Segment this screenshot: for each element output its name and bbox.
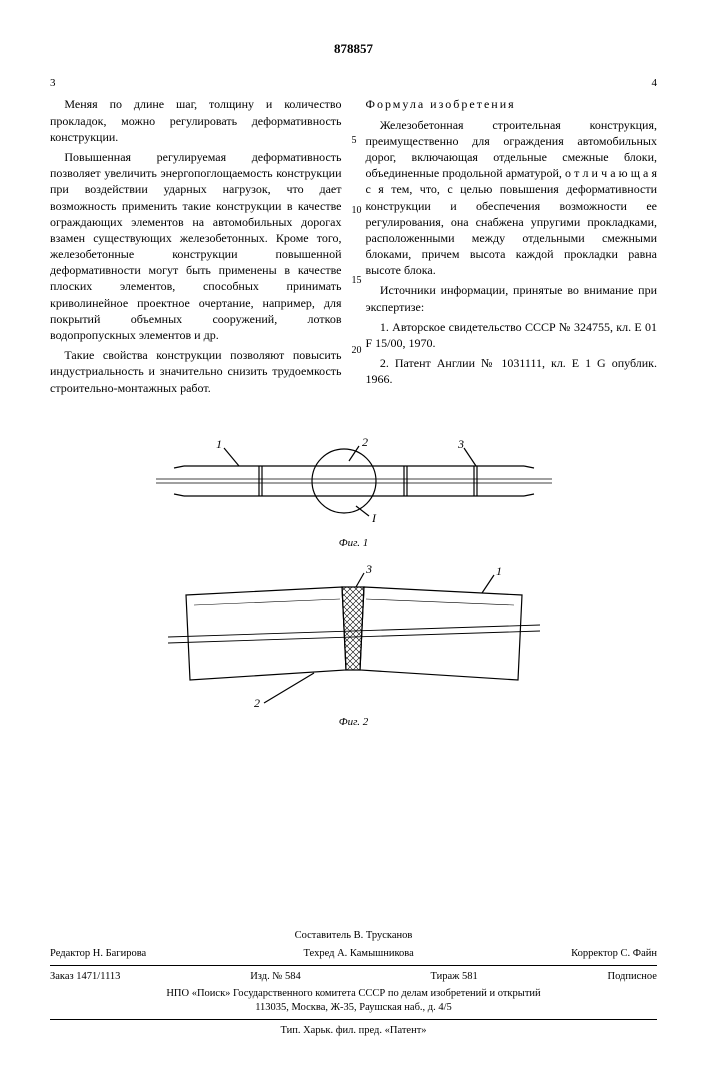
footer-addr: 113035, Москва, Ж-35, Раушская наб., д. … — [50, 1001, 657, 1015]
fig1-label-2: 2 — [362, 436, 368, 449]
line-marker: 5 — [352, 134, 357, 148]
footer-print: Тип. Харьк. фил. пред. «Патент» — [50, 1024, 657, 1038]
footer-izd: Изд. № 584 — [250, 970, 301, 984]
imprint-footer: Составитель В. Трусканов Редактор Н. Баг… — [50, 929, 657, 1038]
footer-editor: Редактор Н. Багирова — [50, 947, 146, 961]
paragraph: Такие свойства конструкции позволяют пов… — [50, 347, 342, 396]
left-column: Меняя по длине шаг, толщину и количество… — [50, 96, 342, 399]
paragraph: 2. Патент Англии № 1031111, кл. E 1 G оп… — [366, 355, 658, 387]
fig1-label-3: 3 — [457, 437, 464, 451]
line-marker: 15 — [352, 274, 362, 288]
fig1-caption: Фиг. 1 — [50, 536, 657, 551]
page-number-right: 4 — [652, 76, 658, 91]
patent-number: 878857 — [50, 40, 657, 58]
paragraph: Источники информации, принятые во вниман… — [366, 282, 658, 314]
page-number-left: 3 — [50, 76, 56, 91]
line-marker: 20 — [352, 344, 362, 358]
footer-sign: Подписное — [608, 970, 657, 984]
fig2-caption: Фиг. 2 — [50, 715, 657, 730]
footer-tech: Техред А. Камышникова — [304, 947, 414, 961]
figures-block: 1 2 3 I Фиг. 1 — [50, 436, 657, 730]
two-column-text: Меняя по длине шаг, толщину и количество… — [50, 96, 657, 399]
figure-1: 1 2 3 I — [144, 436, 564, 536]
fig1-label-1: 1 — [216, 437, 222, 451]
figure-2: 1 3 2 — [164, 565, 544, 715]
fig2-label-1: 1 — [496, 565, 502, 578]
fig1-label-I: I — [371, 511, 377, 525]
paragraph: 1. Авторское свидетельство СССР № 324755… — [366, 319, 658, 351]
claims-title: Формула изобретения — [366, 96, 658, 112]
footer-proof: Корректор С. Файн — [571, 947, 657, 961]
fig2-label-3: 3 — [365, 565, 372, 576]
paragraph: Повышенная регулируемая деформативность … — [50, 149, 342, 343]
right-column: 5 10 15 20 Формула изобретения Железобет… — [366, 96, 658, 399]
paragraph: Железобетонная строительная конструкция,… — [366, 117, 658, 279]
paragraph: Меняя по длине шаг, толщину и количество… — [50, 96, 342, 145]
fig2-label-2: 2 — [254, 696, 260, 710]
footer-org: НПО «Поиск» Государственного комитета СС… — [50, 987, 657, 1001]
footer-order: Заказ 1471/1113 — [50, 970, 120, 984]
footer-tirazh: Тираж 581 — [430, 970, 477, 984]
footer-compose: Составитель В. Трусканов — [50, 929, 657, 943]
line-marker: 10 — [352, 204, 362, 218]
